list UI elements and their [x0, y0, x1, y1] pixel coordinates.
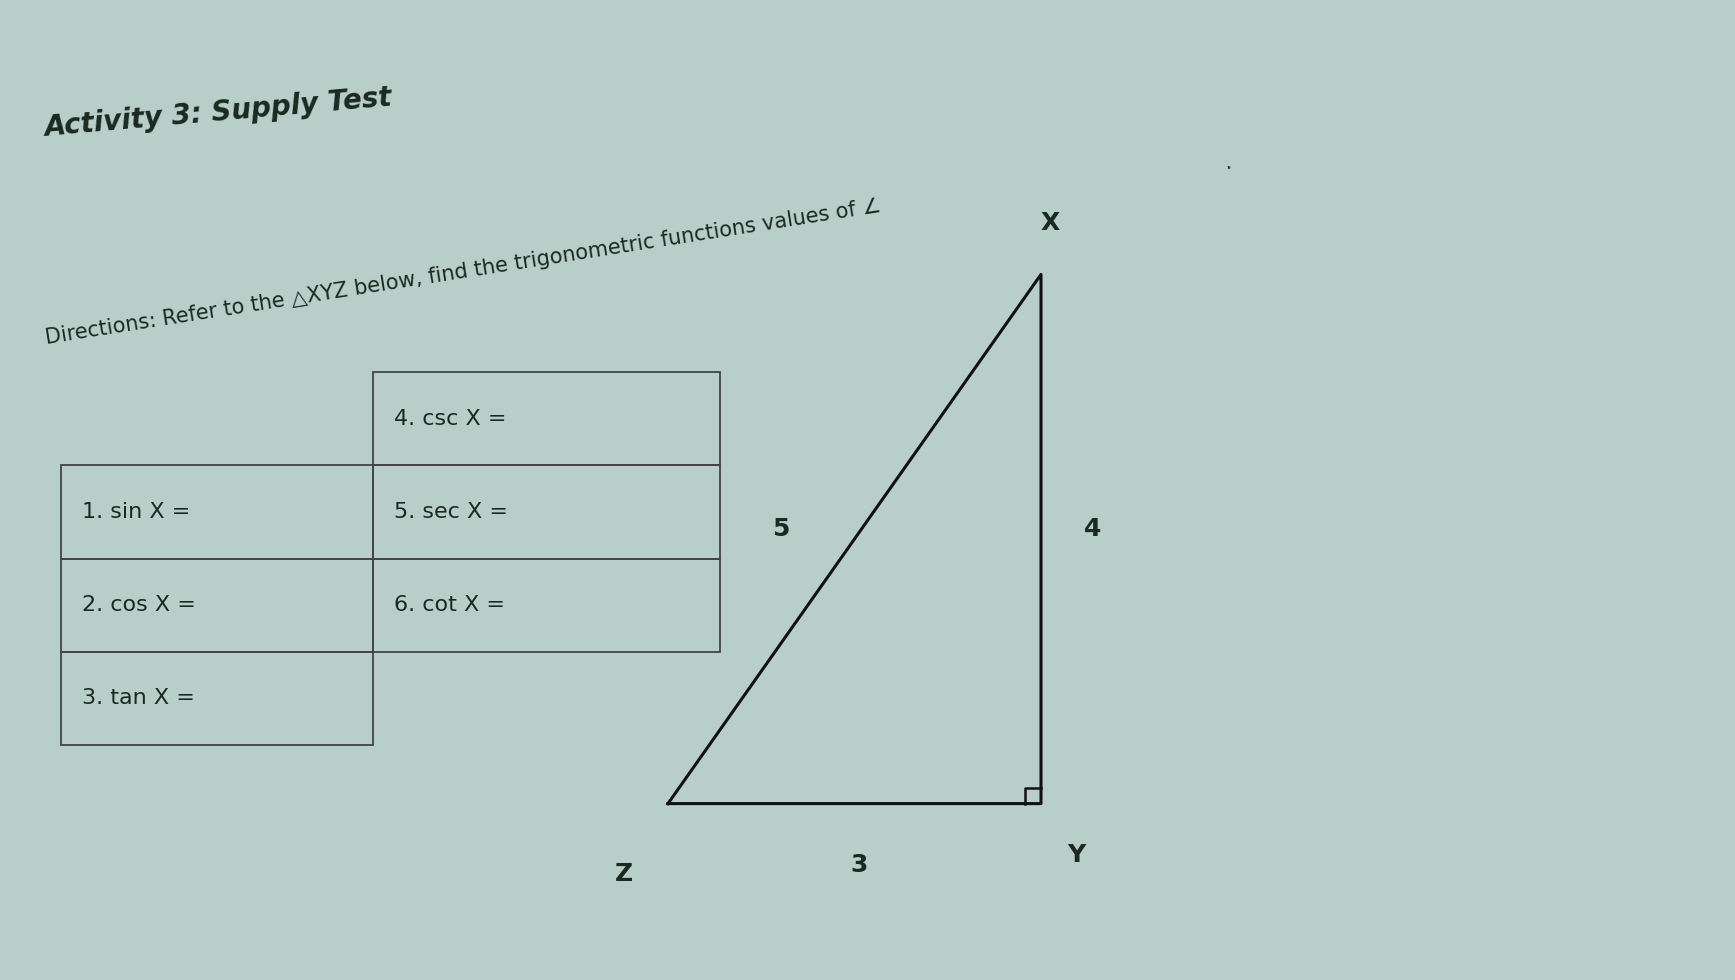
Text: 6. cot X =: 6. cot X = [394, 595, 505, 615]
Bar [61, 466, 373, 559]
Bar [61, 559, 373, 652]
Text: 4: 4 [1084, 517, 1102, 541]
Text: Y: Y [1067, 843, 1086, 866]
Text: 5. sec X =: 5. sec X = [394, 502, 508, 522]
Text: 1. sin X =: 1. sin X = [82, 502, 189, 522]
Text: 4. csc X =: 4. csc X = [394, 409, 507, 429]
Text: 3. tan X =: 3. tan X = [82, 688, 194, 709]
Text: 5: 5 [772, 517, 789, 541]
Bar [61, 652, 373, 745]
Bar [373, 372, 720, 465]
Text: Directions: Refer to the △XYZ below, find the trigonometric functions values of : Directions: Refer to the △XYZ below, fin… [43, 196, 881, 348]
Text: 2. cos X =: 2. cos X = [82, 595, 196, 615]
Text: Activity 3: Supply Test: Activity 3: Supply Test [43, 83, 394, 142]
Bar [373, 559, 720, 652]
Text: Z: Z [616, 862, 633, 886]
Text: 3: 3 [850, 853, 868, 876]
Bar [373, 466, 720, 559]
Text: .: . [1223, 152, 1234, 172]
Text: X: X [1039, 212, 1060, 235]
